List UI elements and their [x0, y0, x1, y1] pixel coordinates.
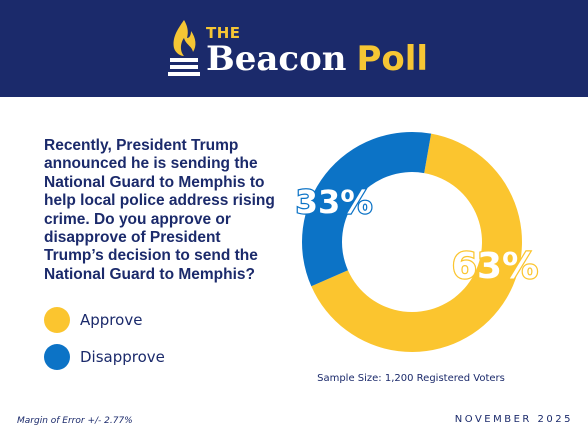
legend-item-approve: Approve [44, 306, 142, 334]
donut-slice-disapprove [302, 132, 432, 287]
logo-the: THE [206, 24, 241, 42]
logo-beacon: Beacon [206, 39, 347, 79]
sample-size: Sample Size: 1,200 Registered Voters [317, 373, 505, 384]
legend-label-disapprove: Disapprove [80, 348, 165, 366]
legend-swatch-disapprove [44, 344, 70, 370]
legend-label-approve: Approve [80, 311, 143, 329]
data-label-approve: 63% [452, 246, 538, 287]
logo-poll: Poll [356, 39, 429, 79]
margin-of-error: Margin of Error +/- 2.77% [17, 416, 133, 426]
header-banner: THE Beacon Poll [0, 0, 588, 97]
legend-item-disapprove: Disapprove [44, 343, 165, 371]
poll-date: NOVEMBER 2025 [454, 414, 573, 425]
logo-wordmark: Beacon Poll [206, 39, 428, 79]
donut-slice-approve [311, 133, 522, 352]
data-label-disapprove: 33% [296, 183, 373, 221]
legend-swatch-approve [44, 307, 70, 333]
donut-chart: 63% 33% [294, 132, 539, 352]
torch-icon [168, 20, 200, 76]
poll-question: Recently, President Trump announced he i… [44, 137, 275, 283]
